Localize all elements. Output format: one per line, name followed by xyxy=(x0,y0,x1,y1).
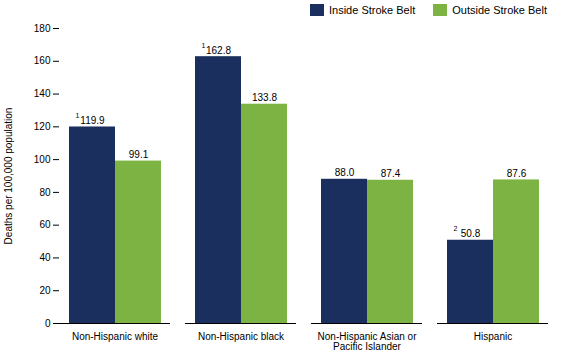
svg-text:2: 2 xyxy=(454,225,458,232)
svg-text:20: 20 xyxy=(39,285,51,296)
svg-text:133.8: 133.8 xyxy=(252,92,277,103)
svg-text:87.6: 87.6 xyxy=(507,168,527,179)
html-text:Inside Stroke Belt: Inside Stroke Belt xyxy=(329,4,416,16)
svg-text:Non-Hispanic black: Non-Hispanic black xyxy=(198,331,285,342)
svg-text:88.0: 88.0 xyxy=(335,167,355,178)
svg-text:87.4: 87.4 xyxy=(381,168,401,179)
svg-text:160: 160 xyxy=(34,55,51,66)
svg-text:Deaths per 100,000 population: Deaths per 100,000 population xyxy=(3,108,14,245)
svg-text:120: 120 xyxy=(34,121,51,132)
svg-text:99.1: 99.1 xyxy=(129,149,149,160)
svg-text:0: 0 xyxy=(45,318,51,329)
svg-text:140: 140 xyxy=(34,88,51,99)
svg-text:40: 40 xyxy=(39,252,51,263)
svg-text:50.8: 50.8 xyxy=(461,228,481,239)
svg-text:100: 100 xyxy=(34,154,51,165)
svg-text:60: 60 xyxy=(39,219,51,230)
svg-text:1: 1 xyxy=(202,42,206,49)
svg-text:Hispanic: Hispanic xyxy=(474,331,512,342)
svg-text:80: 80 xyxy=(39,187,51,198)
svg-text:119.9: 119.9 xyxy=(80,115,105,126)
svg-text:Non-Hispanic white: Non-Hispanic white xyxy=(72,331,159,342)
svg-text:162.8: 162.8 xyxy=(206,45,231,56)
svg-text:Non-Hispanic Asian orPacific I: Non-Hispanic Asian orPacific Islander xyxy=(318,331,418,352)
svg-text:1: 1 xyxy=(76,112,80,119)
html-text:Outside Stroke Belt: Outside Stroke Belt xyxy=(452,4,547,16)
svg-text:180: 180 xyxy=(34,23,51,34)
